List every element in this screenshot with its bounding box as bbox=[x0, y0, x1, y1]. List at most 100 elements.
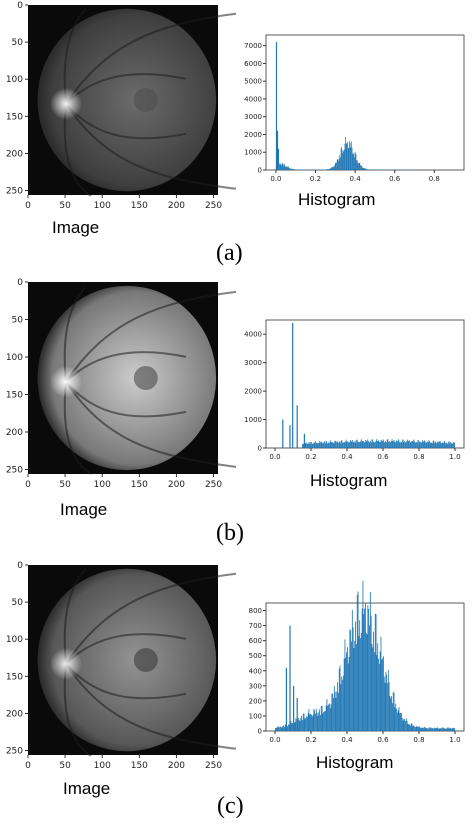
histogram-bar bbox=[317, 443, 318, 448]
histogram-bar bbox=[327, 705, 329, 731]
histogram-bar bbox=[373, 441, 375, 448]
vessel bbox=[65, 103, 237, 190]
histogram-y-tick-label: 2000 bbox=[244, 131, 262, 139]
histogram-x-tick-label: 0.2 bbox=[305, 736, 316, 744]
histogram-bar bbox=[354, 152, 356, 170]
histogram-bar bbox=[325, 440, 327, 448]
histogram-bar bbox=[361, 166, 363, 170]
image-x-tick-label: 100 bbox=[94, 761, 111, 771]
histogram-bar bbox=[295, 718, 297, 731]
histogram-bar bbox=[365, 632, 367, 731]
image-y-tick-label: 200 bbox=[6, 709, 23, 719]
histogram-bar bbox=[410, 442, 412, 448]
histogram-bar bbox=[331, 167, 333, 170]
image-x-tick-label: 50 bbox=[59, 201, 71, 211]
histogram-bar bbox=[352, 627, 354, 731]
histogram-bar bbox=[427, 442, 429, 448]
histogram-bar bbox=[439, 441, 440, 448]
histogram-bar bbox=[417, 726, 419, 731]
histogram-x-tick-label: 0.0 bbox=[269, 453, 280, 461]
histogram-bar bbox=[443, 440, 445, 448]
histogram-bar bbox=[370, 440, 371, 448]
histogram-bar bbox=[344, 639, 346, 731]
histogram-bar bbox=[327, 443, 329, 448]
histogram-bar bbox=[360, 638, 361, 731]
panel-label: (a) bbox=[216, 240, 243, 266]
histogram-bar bbox=[319, 441, 321, 448]
histogram-bar bbox=[385, 440, 387, 448]
histogram-bar bbox=[332, 693, 334, 731]
histogram-bar bbox=[441, 728, 442, 731]
histogram-bar bbox=[431, 727, 433, 731]
histogram-bar bbox=[414, 726, 415, 731]
histogram-bar bbox=[444, 441, 446, 448]
histogram-bar bbox=[410, 725, 411, 731]
image-x-tick-label: 250 bbox=[205, 480, 222, 490]
histogram-spike bbox=[276, 130, 279, 170]
histogram-bar bbox=[310, 714, 311, 731]
histogram-bar bbox=[382, 439, 384, 448]
histogram-bar bbox=[374, 442, 376, 448]
histogram-bar bbox=[311, 716, 313, 731]
histogram-bar bbox=[338, 668, 340, 731]
histogram-bar bbox=[423, 441, 425, 448]
histogram-bar bbox=[308, 442, 309, 448]
histogram-bar bbox=[320, 441, 321, 448]
histogram-bar bbox=[349, 142, 351, 170]
histogram-bar bbox=[350, 147, 352, 170]
histogram-bar bbox=[440, 728, 442, 731]
histogram-bar bbox=[320, 706, 322, 731]
histogram-bar bbox=[436, 442, 438, 448]
histogram-bar bbox=[404, 719, 406, 731]
image-x-tick-label: 250 bbox=[205, 201, 222, 211]
histogram-bar bbox=[317, 715, 319, 731]
histogram-bar bbox=[351, 641, 352, 731]
histogram-bar bbox=[419, 441, 421, 448]
histogram-bar bbox=[328, 442, 330, 448]
histogram-spike bbox=[289, 625, 291, 731]
histogram-bar bbox=[369, 625, 370, 731]
histogram-bar bbox=[305, 718, 307, 731]
histogram-x-tick-label: 0.8 bbox=[413, 453, 424, 461]
histogram-bar bbox=[361, 608, 363, 731]
image-caption: Image bbox=[63, 779, 111, 798]
histogram-bar bbox=[321, 441, 323, 448]
histogram-bar bbox=[394, 441, 396, 448]
histogram-bar bbox=[423, 441, 424, 448]
histogram-bar bbox=[343, 151, 344, 170]
histogram-bar bbox=[423, 726, 425, 731]
histogram-bar bbox=[389, 695, 391, 731]
histogram-bar bbox=[338, 692, 339, 731]
histogram-spike bbox=[275, 42, 278, 170]
histogram-bar bbox=[450, 442, 451, 448]
histogram-bar bbox=[443, 728, 445, 731]
histogram-bar bbox=[362, 441, 364, 448]
histogram-bar bbox=[350, 440, 352, 448]
histogram-bar bbox=[300, 717, 302, 731]
histogram-bar bbox=[352, 441, 354, 448]
histogram-x-tick-label: 0.6 bbox=[377, 736, 389, 744]
histogram-bar bbox=[393, 440, 395, 448]
histogram-bar bbox=[356, 439, 358, 448]
histogram-bar bbox=[434, 442, 435, 448]
histogram-bar bbox=[386, 674, 388, 731]
histogram-bar bbox=[282, 163, 284, 170]
vessel bbox=[65, 663, 237, 750]
histogram-bar bbox=[432, 728, 433, 731]
histogram-bar bbox=[381, 440, 382, 448]
histogram-bar bbox=[424, 440, 426, 448]
histogram-bar bbox=[338, 160, 339, 170]
image-y-tick-label: 50 bbox=[12, 598, 24, 608]
histogram-bar bbox=[409, 442, 411, 448]
histogram-bar bbox=[280, 164, 282, 170]
histogram-bar bbox=[387, 669, 389, 731]
histogram-y-tick-label: 300 bbox=[249, 682, 262, 690]
histogram-bar bbox=[330, 440, 332, 448]
histogram-bar bbox=[338, 443, 339, 448]
histogram-bar bbox=[295, 169, 297, 170]
vessel bbox=[65, 12, 237, 105]
histogram-bar bbox=[341, 153, 343, 170]
histogram-bar bbox=[306, 716, 307, 731]
histogram-bar bbox=[294, 169, 295, 170]
